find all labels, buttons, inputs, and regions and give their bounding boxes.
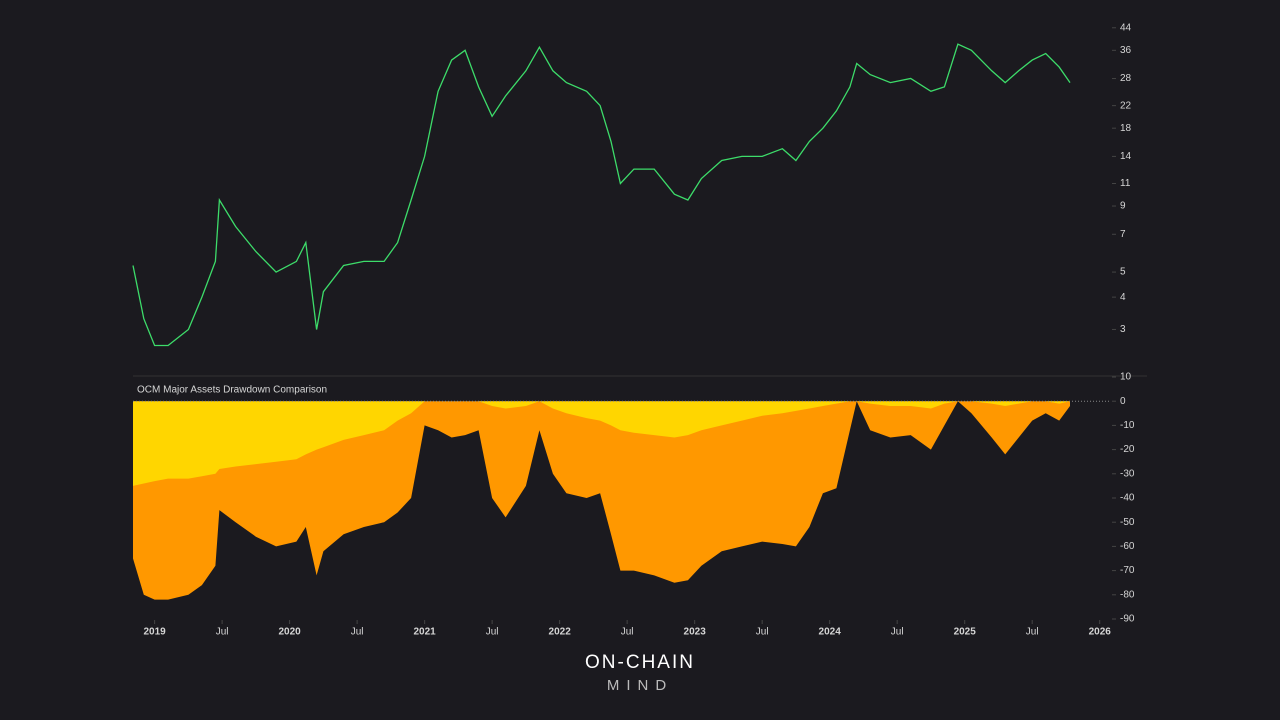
drawdown-area: [133, 401, 1070, 600]
y-tick-label: -70: [1120, 565, 1135, 576]
y-tick-label: 18: [1120, 123, 1132, 134]
y-tick-label: 0: [1120, 396, 1126, 407]
x-tick-label: 2024: [819, 627, 842, 638]
y-tick-label: 11: [1120, 178, 1131, 189]
y-tick-label: 7: [1120, 229, 1126, 240]
y-tick-label: 22: [1120, 100, 1132, 111]
y-tick-label: -20: [1120, 444, 1135, 455]
y-tick-label: 10: [1120, 372, 1132, 383]
y-tick-label: 9: [1120, 201, 1126, 212]
x-tick-label: 2019: [143, 627, 166, 638]
drawdown-area: [133, 401, 1070, 486]
x-tick-label: 2026: [1089, 627, 1112, 638]
x-tick-label: Jul: [1026, 627, 1039, 638]
x-tick-label: 2020: [278, 627, 301, 638]
y-tick-label: 4: [1120, 292, 1126, 303]
y-tick-label: 14: [1120, 151, 1132, 162]
x-tick-label: Jul: [486, 627, 499, 638]
y-tick-label: -50: [1120, 517, 1135, 528]
pane-title: OCM Major Assets Drawdown Comparison: [137, 385, 327, 396]
x-tick-label: Jul: [756, 627, 769, 638]
x-tick-label: Jul: [621, 627, 634, 638]
brand-line1: ON-CHAIN: [585, 652, 695, 673]
y-tick-label: -80: [1120, 589, 1135, 600]
y-tick-label: 28: [1120, 73, 1132, 84]
y-tick-label: -10: [1120, 420, 1135, 431]
y-tick-label: 44: [1120, 22, 1132, 33]
x-tick-label: Jul: [891, 627, 904, 638]
y-tick-label: 3: [1120, 324, 1126, 335]
x-tick-label: Jul: [216, 627, 229, 638]
y-tick-label: -40: [1120, 493, 1135, 504]
y-tick-label: -90: [1120, 614, 1135, 625]
x-tick-label: 2021: [414, 627, 437, 638]
x-tick-label: Jul: [351, 627, 364, 638]
x-tick-label: 2022: [549, 627, 572, 638]
y-tick-label: -60: [1120, 541, 1135, 552]
price-line: [132, 43, 1071, 347]
x-tick-label: 2023: [684, 627, 707, 638]
y-tick-label: 5: [1120, 267, 1126, 278]
x-tick-label: 2025: [954, 627, 977, 638]
brand-line2: MIND: [607, 677, 673, 694]
y-tick-label: -30: [1120, 468, 1135, 479]
y-tick-label: 36: [1120, 45, 1132, 56]
